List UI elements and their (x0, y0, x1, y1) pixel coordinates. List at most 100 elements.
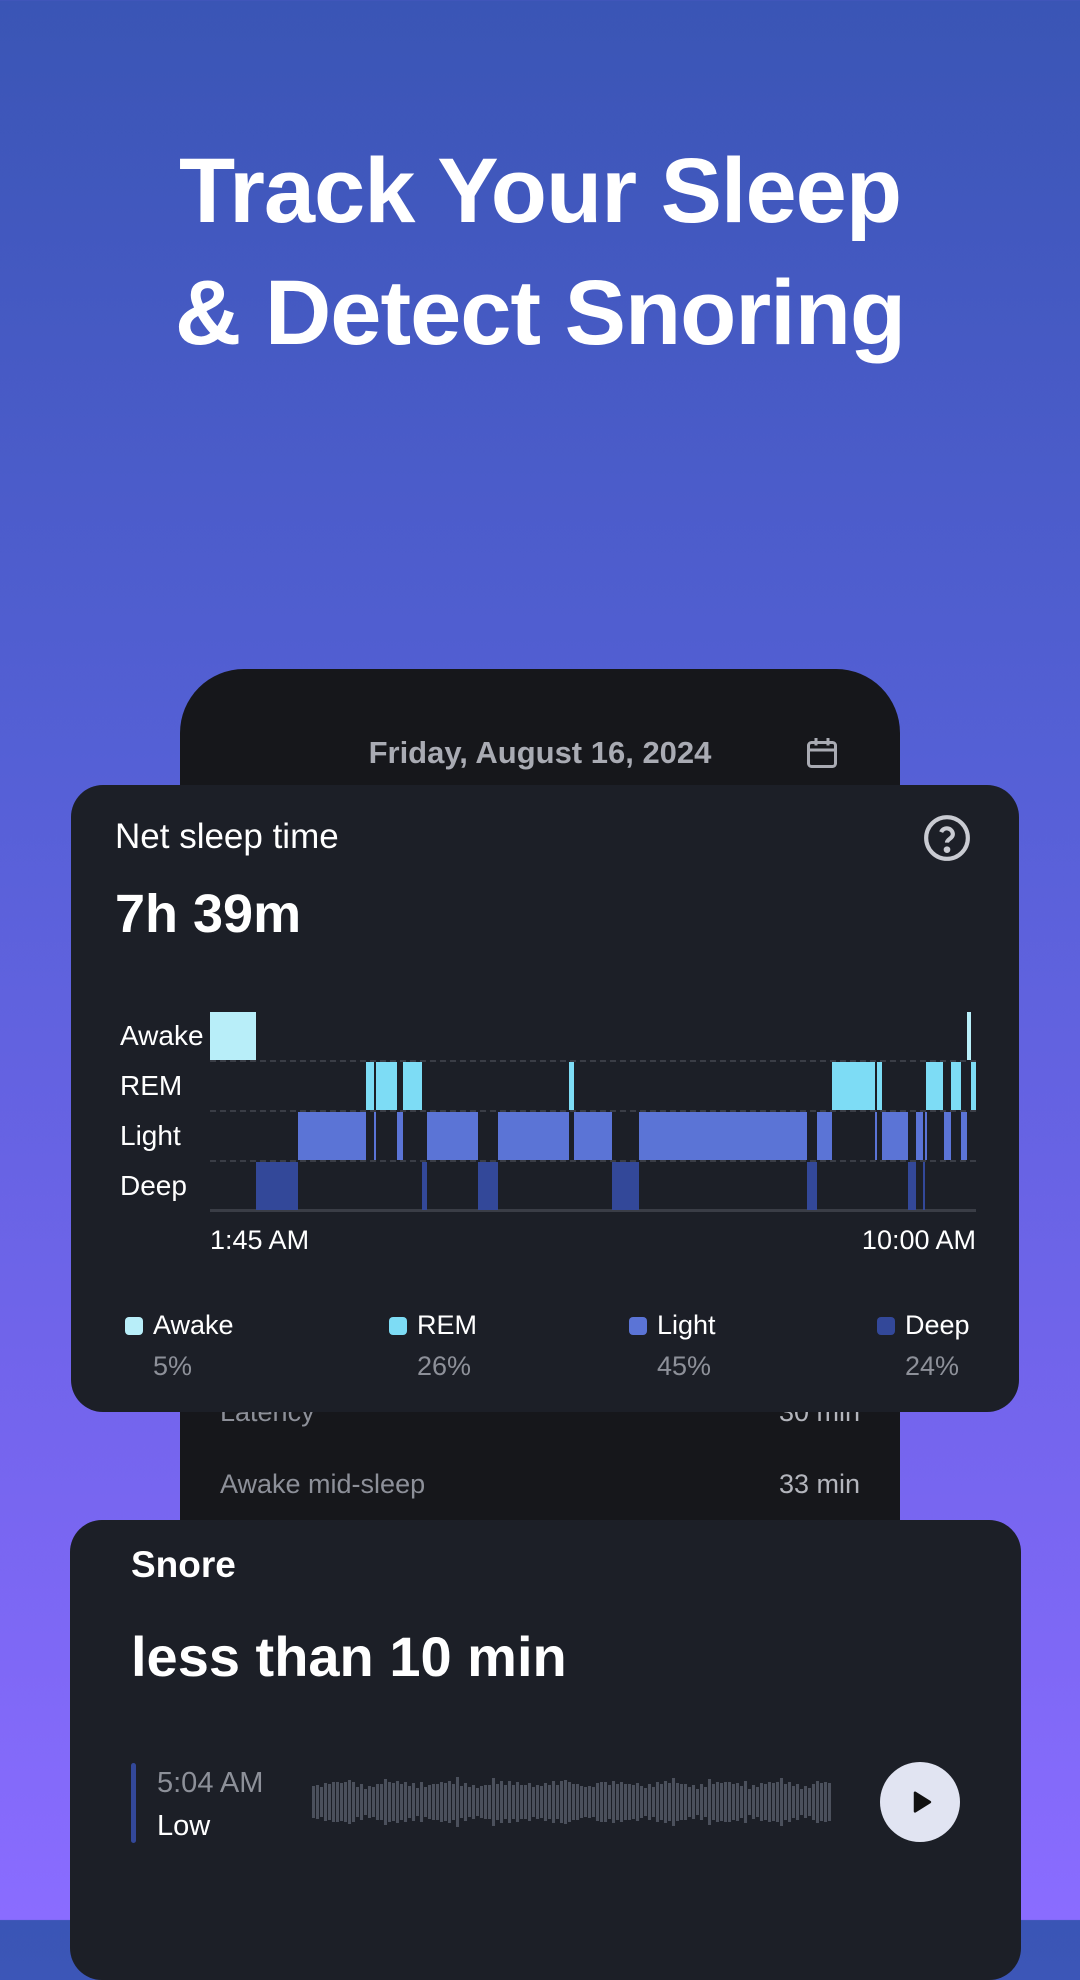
segment-light (298, 1112, 367, 1160)
waveform-bar (472, 1785, 475, 1819)
segment-light (875, 1112, 878, 1160)
segment-rem (951, 1062, 961, 1110)
net-sleep-card: Net sleep time 7h 39m Awake REM Light De… (71, 785, 1019, 1412)
waveform-bar (692, 1785, 695, 1819)
legend-swatch-light (629, 1317, 647, 1335)
waveform-bar (484, 1784, 487, 1820)
waveform-bar (316, 1784, 319, 1820)
waveform-bar (456, 1777, 459, 1827)
waveform-bar (372, 1787, 375, 1817)
segment-light (881, 1112, 908, 1160)
play-icon (913, 1791, 932, 1813)
waveform-bar (440, 1782, 443, 1822)
question-circle-icon[interactable] (922, 813, 972, 863)
hypnogram-plot (210, 1011, 976, 1212)
segment-rem (366, 1062, 375, 1110)
segment-rem (876, 1062, 882, 1110)
waveform-bar (652, 1786, 655, 1818)
segment-light (573, 1112, 613, 1160)
calendar-icon[interactable] (804, 735, 840, 771)
segment-deep (256, 1162, 299, 1210)
waveform-bar (628, 1784, 631, 1820)
segment-light (426, 1112, 478, 1160)
waveform-bar (424, 1787, 427, 1817)
segment-rem (926, 1062, 944, 1110)
legend-percent-rem: 26% (417, 1351, 472, 1381)
segment-rem (403, 1062, 422, 1110)
waveform-bar (348, 1780, 351, 1824)
segment-light (960, 1112, 967, 1160)
stage-label-awake: Awake (120, 1020, 204, 1051)
stage-label-light: Light (120, 1120, 181, 1151)
net-sleep-value: 7h 39m (115, 884, 302, 944)
legend-swatch-awake (125, 1317, 143, 1335)
waveform-bar (620, 1782, 623, 1822)
waveform-bar (464, 1782, 467, 1822)
stage-label-deep: Deep (120, 1170, 187, 1201)
waveform-bar (732, 1783, 735, 1821)
waveform-bar (552, 1781, 555, 1823)
waveform-bar (780, 1777, 783, 1827)
waveform-bar (612, 1781, 615, 1823)
legend-percent-deep: 24% (905, 1351, 960, 1381)
play-button[interactable] (880, 1762, 960, 1842)
waveform-bar (448, 1781, 451, 1823)
waveform-bar (536, 1785, 539, 1819)
recording-time: 5:04 AM (157, 1767, 264, 1799)
waveform-bar (428, 1784, 431, 1820)
waveform-bar (408, 1786, 411, 1818)
waveform-bar (668, 1783, 671, 1821)
waveform-bar (488, 1784, 491, 1820)
headline-line2: & Detect Snoring (174, 262, 906, 364)
headline: Track Your Sleep & Detect Snoring (0, 130, 1080, 374)
segment-light (924, 1112, 927, 1160)
waveform-bar (736, 1782, 739, 1822)
waveform-bar (412, 1783, 415, 1821)
segment-light (816, 1112, 833, 1160)
waveform-bar (460, 1785, 463, 1819)
waveform-bar (420, 1781, 423, 1823)
waveform-bar (712, 1784, 715, 1820)
waveform-bar (432, 1784, 435, 1820)
waveform-bar (580, 1785, 583, 1819)
waveform-bar (684, 1783, 687, 1821)
segment-rem (832, 1062, 876, 1110)
legend-label-rem: REM (417, 1310, 477, 1340)
waveform-bar (604, 1781, 607, 1823)
waveform-bar (584, 1787, 587, 1817)
waveform-bar (496, 1784, 499, 1820)
waveform-bar (816, 1780, 819, 1824)
segment-rem (569, 1062, 574, 1110)
waveform-bar (664, 1781, 667, 1823)
segment-awake (210, 1012, 257, 1060)
waveform-bar (320, 1786, 323, 1818)
waveform-bar (368, 1785, 371, 1819)
waveform-bar (600, 1781, 603, 1823)
waveform-bar (792, 1786, 795, 1818)
waveform-bar (764, 1784, 767, 1820)
date-label: Friday, August 16, 2024 (368, 735, 712, 770)
legend-percent-light: 45% (657, 1351, 712, 1381)
waveform-bar (556, 1784, 559, 1820)
waveform-bar (392, 1782, 395, 1822)
waveform-bar (768, 1782, 771, 1822)
segment-deep (807, 1162, 817, 1210)
legend-label-light: Light (657, 1310, 716, 1340)
legend-swatch-deep (877, 1317, 895, 1335)
x-end-label: 10:00 AM (861, 1225, 976, 1255)
waveform-bar (336, 1782, 339, 1822)
waveform-bar (564, 1780, 567, 1824)
waveform-bar (572, 1784, 575, 1820)
segment-light (374, 1112, 377, 1160)
waveform-bar (680, 1783, 683, 1821)
waveform-bar (640, 1786, 643, 1818)
waveform-bar (444, 1783, 447, 1821)
waveform-bar (476, 1787, 479, 1817)
waveform-bar (656, 1782, 659, 1822)
waveform-bar (596, 1783, 599, 1821)
waveform-bar (700, 1784, 703, 1820)
recording-level: Low (157, 1810, 211, 1842)
waveform-bar (588, 1785, 591, 1819)
snore-waveform[interactable] (312, 1772, 836, 1832)
segment-rem (971, 1062, 976, 1110)
